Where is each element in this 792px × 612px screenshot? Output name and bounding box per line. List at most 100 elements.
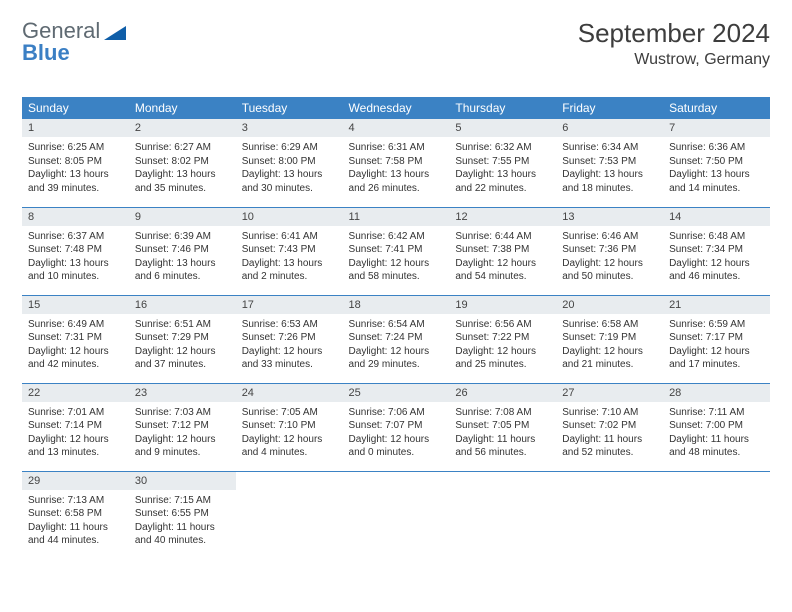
day-number: 25 bbox=[343, 384, 450, 402]
calendar-cell: 17Sunrise: 6:53 AMSunset: 7:26 PMDayligh… bbox=[236, 295, 343, 383]
calendar-cell: 10Sunrise: 6:41 AMSunset: 7:43 PMDayligh… bbox=[236, 207, 343, 295]
day-body: Sunrise: 6:39 AMSunset: 7:46 PMDaylight:… bbox=[129, 226, 236, 288]
day-number: 15 bbox=[22, 296, 129, 314]
day-body: Sunrise: 7:06 AMSunset: 7:07 PMDaylight:… bbox=[343, 402, 450, 464]
day-number: 18 bbox=[343, 296, 450, 314]
calendar-cell: .. bbox=[556, 471, 663, 559]
day-body: Sunrise: 6:53 AMSunset: 7:26 PMDaylight:… bbox=[236, 314, 343, 376]
calendar-row: 1Sunrise: 6:25 AMSunset: 8:05 PMDaylight… bbox=[22, 119, 770, 207]
day-number: 9 bbox=[129, 208, 236, 226]
day-body: Sunrise: 7:10 AMSunset: 7:02 PMDaylight:… bbox=[556, 402, 663, 464]
calendar-cell: 4Sunrise: 6:31 AMSunset: 7:58 PMDaylight… bbox=[343, 119, 450, 207]
day-number: 5 bbox=[449, 119, 556, 137]
day-number: 30 bbox=[129, 472, 236, 490]
calendar-cell: 6Sunrise: 6:34 AMSunset: 7:53 PMDaylight… bbox=[556, 119, 663, 207]
title-block: September 2024 Wustrow, Germany bbox=[578, 18, 770, 69]
calendar-cell: .. bbox=[663, 471, 770, 559]
calendar-cell: 2Sunrise: 6:27 AMSunset: 8:02 PMDaylight… bbox=[129, 119, 236, 207]
calendar-row: 22Sunrise: 7:01 AMSunset: 7:14 PMDayligh… bbox=[22, 383, 770, 471]
calendar-cell: 27Sunrise: 7:10 AMSunset: 7:02 PMDayligh… bbox=[556, 383, 663, 471]
day-number: 6 bbox=[556, 119, 663, 137]
day-number: 26 bbox=[449, 384, 556, 402]
calendar-cell: 8Sunrise: 6:37 AMSunset: 7:48 PMDaylight… bbox=[22, 207, 129, 295]
day-number: 11 bbox=[343, 208, 450, 226]
day-number: 23 bbox=[129, 384, 236, 402]
day-body: Sunrise: 6:25 AMSunset: 8:05 PMDaylight:… bbox=[22, 137, 129, 199]
day-body: Sunrise: 6:44 AMSunset: 7:38 PMDaylight:… bbox=[449, 226, 556, 288]
day-body: Sunrise: 7:15 AMSunset: 6:55 PMDaylight:… bbox=[129, 490, 236, 552]
weekday-thursday: Thursday bbox=[449, 97, 556, 119]
location-label: Wustrow, Germany bbox=[578, 51, 770, 69]
weekday-wednesday: Wednesday bbox=[343, 97, 450, 119]
day-body: Sunrise: 6:29 AMSunset: 8:00 PMDaylight:… bbox=[236, 137, 343, 199]
day-body: Sunrise: 6:58 AMSunset: 7:19 PMDaylight:… bbox=[556, 314, 663, 376]
weekday-saturday: Saturday bbox=[663, 97, 770, 119]
day-number: 24 bbox=[236, 384, 343, 402]
calendar-cell: 13Sunrise: 6:46 AMSunset: 7:36 PMDayligh… bbox=[556, 207, 663, 295]
calendar-cell: .. bbox=[449, 471, 556, 559]
calendar-cell: 14Sunrise: 6:48 AMSunset: 7:34 PMDayligh… bbox=[663, 207, 770, 295]
day-body: Sunrise: 6:37 AMSunset: 7:48 PMDaylight:… bbox=[22, 226, 129, 288]
calendar-cell: 25Sunrise: 7:06 AMSunset: 7:07 PMDayligh… bbox=[343, 383, 450, 471]
calendar-cell: 5Sunrise: 6:32 AMSunset: 7:55 PMDaylight… bbox=[449, 119, 556, 207]
day-number: 4 bbox=[343, 119, 450, 137]
day-body: Sunrise: 6:36 AMSunset: 7:50 PMDaylight:… bbox=[663, 137, 770, 199]
page-header: General September 2024 Wustrow, Germany bbox=[22, 18, 770, 69]
weekday-sunday: Sunday bbox=[22, 97, 129, 119]
day-number: 28 bbox=[663, 384, 770, 402]
calendar-cell: 19Sunrise: 6:56 AMSunset: 7:22 PMDayligh… bbox=[449, 295, 556, 383]
calendar-cell: .. bbox=[236, 471, 343, 559]
day-body: Sunrise: 6:27 AMSunset: 8:02 PMDaylight:… bbox=[129, 137, 236, 199]
calendar-cell: 30Sunrise: 7:15 AMSunset: 6:55 PMDayligh… bbox=[129, 471, 236, 559]
calendar-cell: 15Sunrise: 6:49 AMSunset: 7:31 PMDayligh… bbox=[22, 295, 129, 383]
calendar-cell: 22Sunrise: 7:01 AMSunset: 7:14 PMDayligh… bbox=[22, 383, 129, 471]
calendar-cell: 3Sunrise: 6:29 AMSunset: 8:00 PMDaylight… bbox=[236, 119, 343, 207]
day-body: Sunrise: 6:41 AMSunset: 7:43 PMDaylight:… bbox=[236, 226, 343, 288]
day-body: Sunrise: 7:05 AMSunset: 7:10 PMDaylight:… bbox=[236, 402, 343, 464]
calendar-cell: 21Sunrise: 6:59 AMSunset: 7:17 PMDayligh… bbox=[663, 295, 770, 383]
day-body: Sunrise: 7:08 AMSunset: 7:05 PMDaylight:… bbox=[449, 402, 556, 464]
day-body: Sunrise: 6:49 AMSunset: 7:31 PMDaylight:… bbox=[22, 314, 129, 376]
calendar-row: 29Sunrise: 7:13 AMSunset: 6:58 PMDayligh… bbox=[22, 471, 770, 559]
day-number: 16 bbox=[129, 296, 236, 314]
day-number: 13 bbox=[556, 208, 663, 226]
weekday-header-row: Sunday Monday Tuesday Wednesday Thursday… bbox=[22, 97, 770, 119]
calendar-row: 8Sunrise: 6:37 AMSunset: 7:48 PMDaylight… bbox=[22, 207, 770, 295]
calendar-cell: 12Sunrise: 6:44 AMSunset: 7:38 PMDayligh… bbox=[449, 207, 556, 295]
day-number: 14 bbox=[663, 208, 770, 226]
day-body: Sunrise: 6:59 AMSunset: 7:17 PMDaylight:… bbox=[663, 314, 770, 376]
day-number: 8 bbox=[22, 208, 129, 226]
day-number: 29 bbox=[22, 472, 129, 490]
day-body: Sunrise: 7:01 AMSunset: 7:14 PMDaylight:… bbox=[22, 402, 129, 464]
day-number: 2 bbox=[129, 119, 236, 137]
calendar-cell: 28Sunrise: 7:11 AMSunset: 7:00 PMDayligh… bbox=[663, 383, 770, 471]
day-number: 20 bbox=[556, 296, 663, 314]
day-number: 10 bbox=[236, 208, 343, 226]
calendar-cell: 20Sunrise: 6:58 AMSunset: 7:19 PMDayligh… bbox=[556, 295, 663, 383]
calendar-cell: 23Sunrise: 7:03 AMSunset: 7:12 PMDayligh… bbox=[129, 383, 236, 471]
calendar-table: Sunday Monday Tuesday Wednesday Thursday… bbox=[22, 97, 770, 559]
day-body: Sunrise: 6:32 AMSunset: 7:55 PMDaylight:… bbox=[449, 137, 556, 199]
day-number: 17 bbox=[236, 296, 343, 314]
day-body: Sunrise: 6:34 AMSunset: 7:53 PMDaylight:… bbox=[556, 137, 663, 199]
day-number: 3 bbox=[236, 119, 343, 137]
logo-triangle-icon bbox=[104, 22, 126, 40]
calendar-row: 15Sunrise: 6:49 AMSunset: 7:31 PMDayligh… bbox=[22, 295, 770, 383]
day-body: Sunrise: 7:03 AMSunset: 7:12 PMDaylight:… bbox=[129, 402, 236, 464]
calendar-cell: 1Sunrise: 6:25 AMSunset: 8:05 PMDaylight… bbox=[22, 119, 129, 207]
day-number: 7 bbox=[663, 119, 770, 137]
day-number: 21 bbox=[663, 296, 770, 314]
day-body: Sunrise: 6:46 AMSunset: 7:36 PMDaylight:… bbox=[556, 226, 663, 288]
day-body: Sunrise: 6:31 AMSunset: 7:58 PMDaylight:… bbox=[343, 137, 450, 199]
day-number: 19 bbox=[449, 296, 556, 314]
calendar-cell: 26Sunrise: 7:08 AMSunset: 7:05 PMDayligh… bbox=[449, 383, 556, 471]
day-body: Sunrise: 6:48 AMSunset: 7:34 PMDaylight:… bbox=[663, 226, 770, 288]
calendar-cell: 18Sunrise: 6:54 AMSunset: 7:24 PMDayligh… bbox=[343, 295, 450, 383]
day-body: Sunrise: 6:54 AMSunset: 7:24 PMDaylight:… bbox=[343, 314, 450, 376]
logo-word-blue: Blue bbox=[22, 40, 70, 66]
calendar-cell: 9Sunrise: 6:39 AMSunset: 7:46 PMDaylight… bbox=[129, 207, 236, 295]
day-number: 22 bbox=[22, 384, 129, 402]
day-number: 12 bbox=[449, 208, 556, 226]
day-number: 27 bbox=[556, 384, 663, 402]
calendar-cell: 16Sunrise: 6:51 AMSunset: 7:29 PMDayligh… bbox=[129, 295, 236, 383]
